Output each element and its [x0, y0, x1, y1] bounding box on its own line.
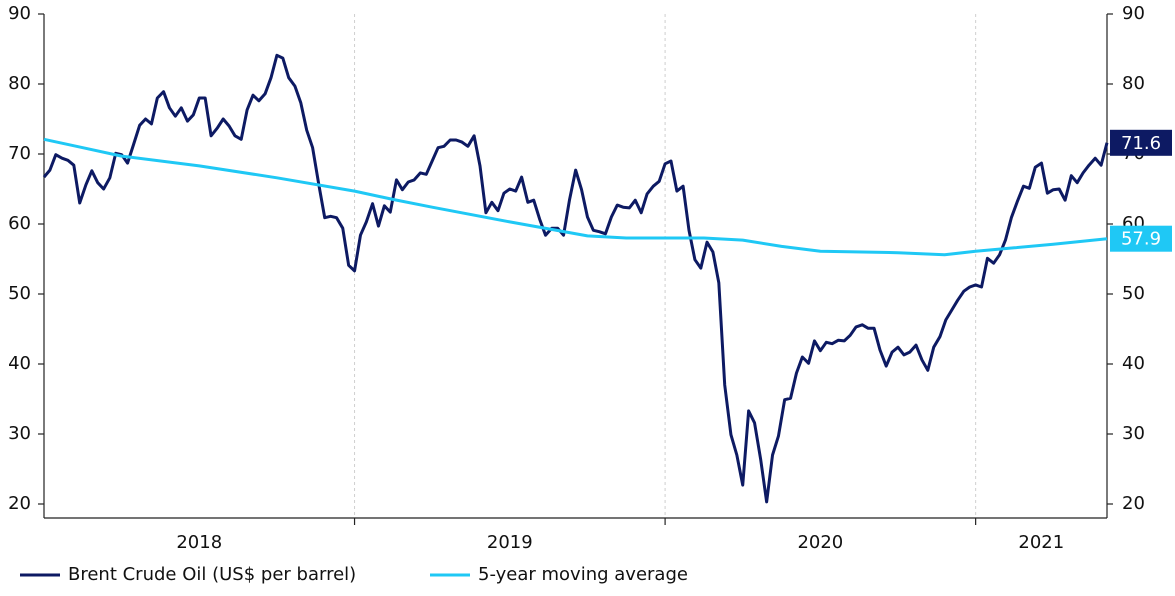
y2-tick-label: 50 — [1122, 283, 1145, 304]
y2-tick-label: 20 — [1122, 493, 1145, 514]
y-tick-label: 60 — [8, 213, 31, 234]
y-tick-label: 30 — [8, 423, 31, 444]
y2-tick-label: 40 — [1122, 353, 1145, 374]
end-label-box — [1110, 225, 1172, 252]
y2-tick-label: 90 — [1122, 3, 1145, 24]
y-tick-label: 90 — [8, 3, 31, 24]
legend-label: 5-year moving average — [478, 564, 688, 585]
y2-tick-label: 30 — [1122, 423, 1145, 444]
end-label: 57.9 — [1121, 229, 1161, 250]
series-line — [42, 53, 1109, 504]
y-tick-label: 40 — [8, 353, 31, 374]
y-tick-label: 70 — [8, 143, 31, 164]
y2-tick-label: 80 — [1122, 73, 1145, 94]
x-tick-label: 2018 — [176, 532, 222, 553]
x-tick-label: 2020 — [797, 532, 843, 553]
x-tick-label: 2019 — [487, 532, 533, 553]
series-line — [43, 137, 1108, 257]
y-tick-label: 50 — [8, 283, 31, 304]
y-tick-label: 20 — [8, 493, 31, 514]
legend-label: Brent Crude Oil (US$ per barrel) — [68, 564, 356, 585]
x-tick-label: 2021 — [1018, 532, 1064, 553]
end-label: 71.6 — [1121, 133, 1161, 154]
end-label-box — [1110, 129, 1172, 156]
y-tick-label: 80 — [8, 73, 31, 94]
